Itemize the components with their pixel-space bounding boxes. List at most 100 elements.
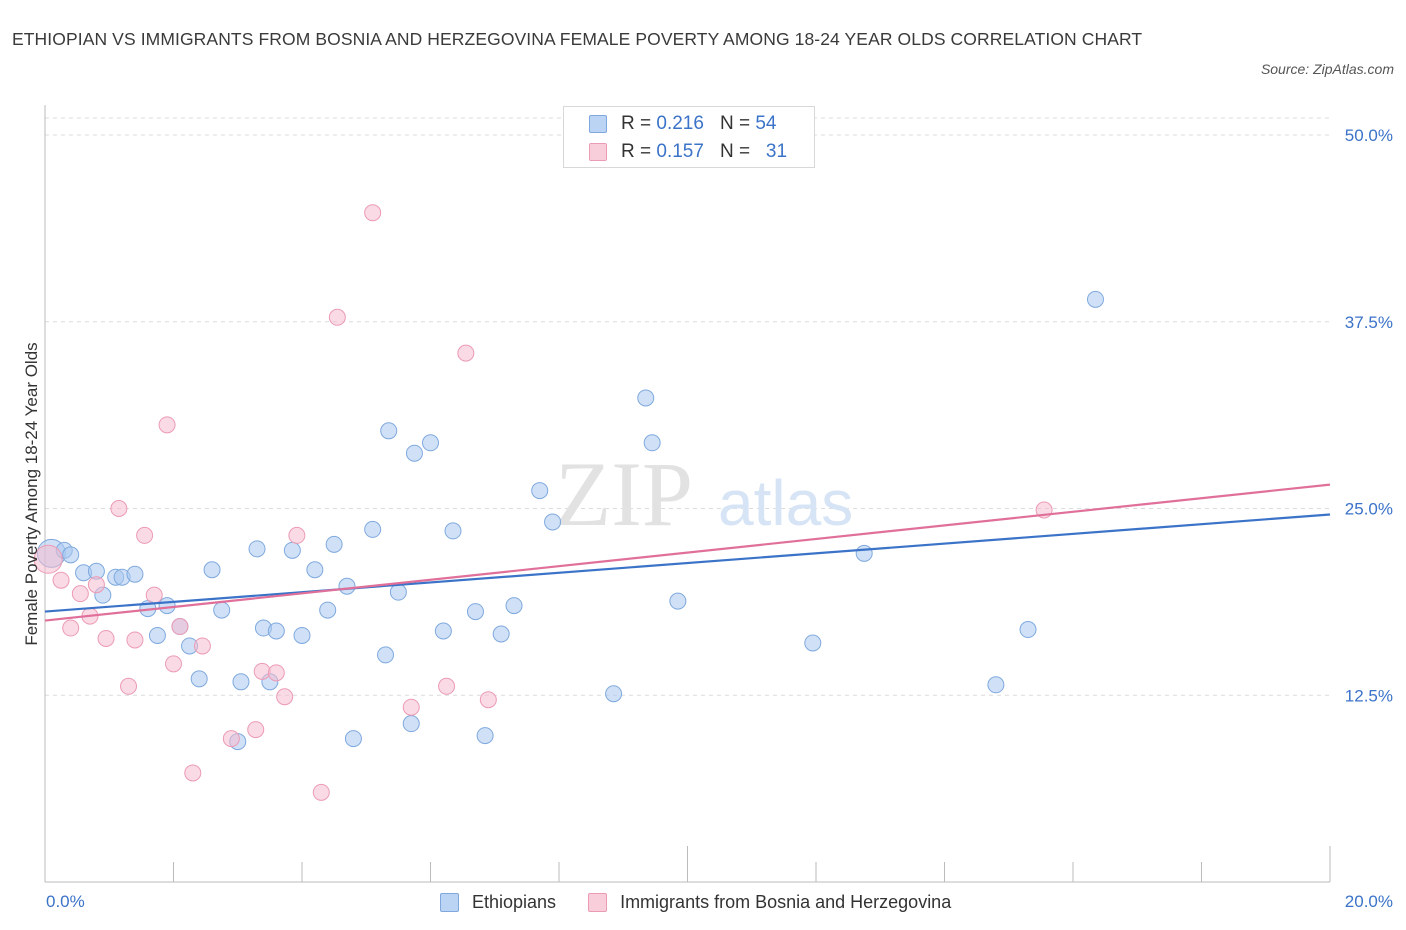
legend-item-ethiopians: Ethiopians — [440, 892, 556, 913]
legend-row-bosnia: R = 0.157 N = 31 — [589, 140, 787, 164]
data-point-ethiopians — [380, 422, 398, 440]
y-tick-label: 12.5% — [1345, 686, 1393, 705]
trend-lines — [44, 483, 1331, 622]
data-point-ethiopians — [804, 634, 822, 652]
legend-label-ethiopians: Ethiopians — [472, 891, 557, 912]
watermark-zip: ZIP — [555, 443, 693, 545]
data-point-ethiopians — [422, 434, 439, 452]
data-point-bosnia — [288, 526, 306, 544]
legend-n-value: 31 — [765, 141, 788, 162]
legend-label-bosnia: Immigrants from Bosnia and Herzegovina — [620, 891, 952, 912]
data-point-bosnia — [110, 500, 128, 517]
source-label: Source: ZipAtlas.com — [1260, 61, 1394, 77]
data-point-bosnia — [253, 662, 271, 680]
data-point-bosnia — [120, 677, 138, 695]
data-point-bosnia — [33, 544, 63, 574]
data-point-bosnia — [312, 783, 330, 801]
data-point-ethiopians — [987, 676, 1005, 694]
data-point-bosnia — [97, 629, 115, 647]
data-point-ethiopians — [319, 601, 337, 619]
data-point-bosnia — [136, 526, 154, 544]
data-point-bosnia — [276, 688, 294, 706]
data-point-ethiopians — [293, 626, 311, 644]
legend-r-value: 0.216 — [656, 113, 704, 134]
data-point-ethiopians — [213, 601, 231, 619]
data-point-ethiopians — [190, 670, 208, 688]
data-point-bosnia — [52, 571, 70, 589]
data-point-ethiopians — [531, 482, 549, 500]
data-point-ethiopians — [344, 730, 362, 748]
data-point-bosnia — [165, 655, 182, 673]
data-point-bosnia — [158, 416, 176, 434]
data-point-ethiopians — [466, 603, 484, 621]
data-point-ethiopians — [505, 597, 523, 615]
watermark-atlas: atlas — [718, 467, 853, 539]
data-point-ethiopians — [203, 561, 221, 579]
legend-row-ethiopians: R = 0.216 N = 54 — [589, 112, 776, 136]
chart-title: ETHIOPIAN VS IMMIGRANTS FROM BOSNIA AND … — [12, 29, 1143, 49]
data-point-ethiopians — [643, 434, 661, 452]
data-point-bosnia — [171, 618, 189, 636]
data-point-ethiopians — [389, 583, 407, 601]
data-point-ethiopians — [1019, 621, 1037, 639]
data-point-ethiopians — [126, 565, 144, 583]
data-point-ethiopians — [544, 513, 562, 531]
y-axis-label: Female Poverty Among 18-24 Year Olds — [22, 342, 41, 645]
legend-swatch-pink — [588, 892, 608, 912]
data-point-bosnia — [267, 664, 285, 682]
data-point-bosnia — [126, 631, 144, 649]
data-point-bosnia — [193, 637, 211, 655]
legend-swatch-blue — [589, 115, 607, 133]
legend-n-label: N = — [719, 113, 751, 134]
data-point-bosnia — [62, 619, 80, 637]
data-point-ethiopians — [232, 673, 250, 691]
data-point-ethiopians — [444, 522, 462, 540]
data-point-bosnia — [71, 585, 89, 603]
data-point-bosnia — [87, 576, 105, 594]
data-point-bosnia — [364, 204, 382, 222]
data-point-ethiopians — [158, 597, 176, 615]
data-point-ethiopians — [855, 544, 873, 562]
data-point-ethiopians — [306, 561, 324, 579]
data-point-ethiopians — [476, 727, 494, 745]
data-point-bosnia — [328, 308, 346, 326]
legend-swatch-pink — [589, 143, 607, 161]
data-points — [33, 204, 1104, 801]
data-point-ethiopians — [492, 625, 510, 643]
data-point-ethiopians — [62, 546, 80, 564]
x-tick-label: 0.0% — [46, 892, 85, 911]
legend-item-bosnia: Immigrants from Bosnia and Herzegovina — [588, 892, 951, 913]
legend-r-label: R = — [621, 141, 652, 162]
data-point-bosnia — [457, 344, 475, 362]
data-point-ethiopians — [1086, 290, 1104, 308]
legend-r-label: R = — [621, 113, 652, 134]
y-tick-label: 37.5% — [1345, 313, 1393, 332]
legend-n-value: 54 — [755, 113, 777, 134]
legend-r-value: 0.157 — [656, 141, 704, 162]
data-point-bosnia — [184, 764, 202, 782]
data-point-ethiopians — [267, 622, 285, 640]
data-point-bosnia — [402, 698, 420, 716]
correlation-legend: R = 0.216 N = 54 R = 0.157 N = 31 — [563, 106, 815, 168]
data-point-bosnia — [438, 677, 456, 695]
y-tick-label: 50.0% — [1345, 126, 1393, 145]
watermark: ZIP atlas — [555, 443, 853, 545]
data-point-bosnia — [247, 721, 265, 739]
data-point-ethiopians — [377, 646, 395, 664]
trend-line-bosnia — [44, 483, 1331, 622]
data-point-ethiopians — [434, 622, 452, 640]
data-point-ethiopians — [669, 592, 687, 610]
legend-swatch-blue — [440, 892, 459, 912]
axes — [44, 105, 1331, 883]
y-tick-label: 25.0% — [1345, 500, 1393, 519]
x-tick-label: 20.0% — [1345, 892, 1393, 911]
data-point-ethiopians — [364, 520, 382, 538]
data-point-ethiopians — [283, 541, 301, 559]
data-point-bosnia — [145, 586, 163, 604]
data-point-bosnia — [479, 691, 497, 709]
data-point-ethiopians — [405, 444, 423, 462]
data-point-ethiopians — [325, 535, 343, 553]
data-point-ethiopians — [402, 715, 420, 733]
data-point-ethiopians — [605, 685, 623, 703]
